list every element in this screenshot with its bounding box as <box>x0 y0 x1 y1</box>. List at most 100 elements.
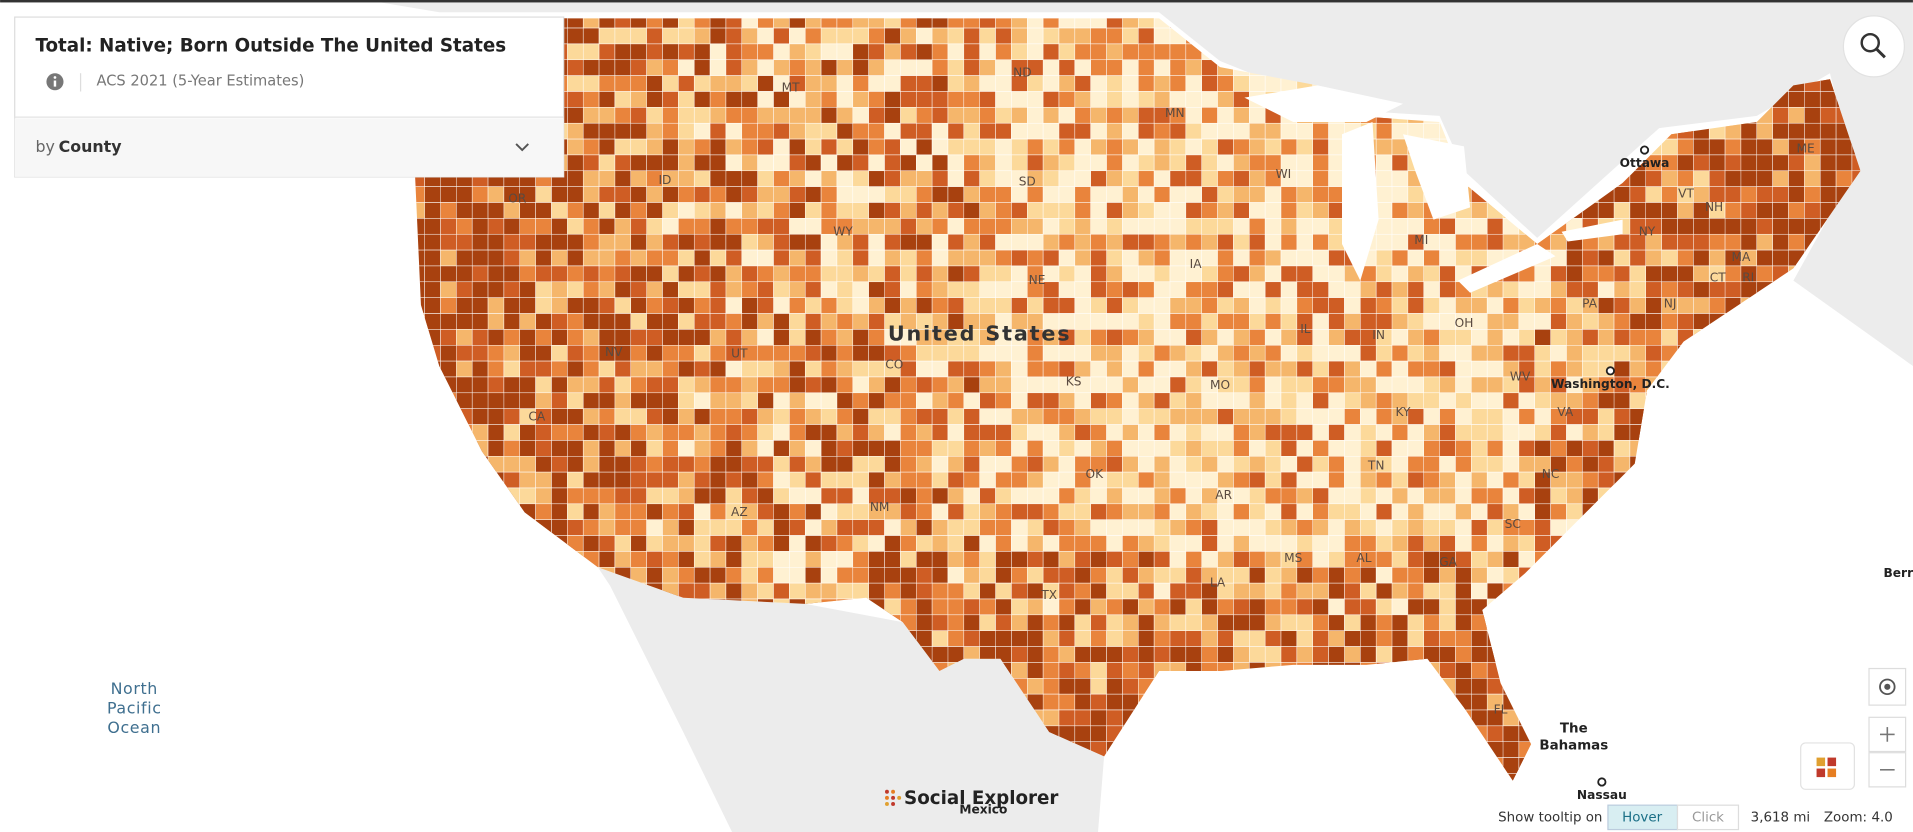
county <box>1724 202 1742 219</box>
county <box>836 471 854 489</box>
county <box>1011 233 1028 251</box>
county <box>551 360 568 378</box>
click-toggle[interactable]: Click <box>1692 810 1724 825</box>
county <box>646 43 663 61</box>
county <box>1185 233 1202 251</box>
county <box>1138 567 1155 584</box>
county <box>535 186 552 203</box>
county <box>852 519 869 536</box>
county <box>1296 249 1313 267</box>
county <box>1296 535 1313 552</box>
county <box>1249 265 1266 283</box>
geo-level[interactable]: County <box>59 137 123 156</box>
county <box>820 154 838 172</box>
county <box>1169 122 1187 140</box>
county <box>1788 186 1805 203</box>
county <box>1138 519 1155 536</box>
county <box>1280 329 1298 346</box>
county <box>1296 408 1313 425</box>
county <box>915 91 933 108</box>
county <box>1138 551 1155 568</box>
county <box>662 138 679 156</box>
locate-button[interactable] <box>1868 667 1907 706</box>
county <box>1106 582 1123 600</box>
county <box>567 281 584 298</box>
county <box>693 376 711 394</box>
county <box>963 567 980 584</box>
county <box>931 218 949 235</box>
county <box>471 408 489 425</box>
county <box>630 424 647 441</box>
county <box>725 75 743 92</box>
county <box>598 297 616 314</box>
county <box>836 265 854 283</box>
county <box>1169 75 1187 92</box>
search-button[interactable] <box>1842 15 1906 78</box>
county <box>979 376 996 394</box>
county <box>678 487 695 505</box>
county <box>1296 344 1313 362</box>
county <box>1312 535 1329 552</box>
county <box>789 360 806 378</box>
county <box>1233 75 1250 92</box>
county <box>1058 408 1076 425</box>
county <box>662 440 679 457</box>
county <box>1217 186 1234 203</box>
county <box>630 186 647 203</box>
county <box>1439 297 1456 314</box>
county <box>1423 614 1440 631</box>
county <box>614 297 632 314</box>
island-label: Bahamas <box>1539 738 1608 753</box>
county <box>852 91 869 108</box>
county <box>757 487 774 505</box>
county <box>1312 582 1329 600</box>
zoom-in[interactable] <box>1868 716 1907 753</box>
county <box>1153 297 1171 314</box>
county <box>1153 202 1171 219</box>
county <box>868 43 885 61</box>
county <box>1153 567 1171 584</box>
county <box>931 360 949 378</box>
county <box>789 170 806 187</box>
county <box>900 107 917 124</box>
county <box>1423 392 1440 409</box>
county <box>884 170 901 187</box>
county <box>1090 122 1107 140</box>
county <box>1597 249 1615 267</box>
county <box>820 408 838 425</box>
county <box>1011 91 1028 108</box>
zoom-out[interactable] <box>1868 752 1907 788</box>
info-icon[interactable] <box>46 73 64 91</box>
county <box>709 122 727 140</box>
county <box>1423 408 1440 425</box>
county <box>1582 313 1599 330</box>
county <box>630 440 647 457</box>
county <box>1042 424 1060 441</box>
county <box>551 471 568 489</box>
county <box>1058 107 1076 124</box>
county <box>582 265 600 283</box>
county <box>582 27 600 45</box>
state-label: CT <box>1710 271 1727 285</box>
county <box>915 138 933 156</box>
county <box>1233 297 1250 314</box>
county <box>1042 75 1060 92</box>
county <box>868 456 885 473</box>
county <box>662 154 679 172</box>
county <box>1439 218 1456 235</box>
county <box>1502 551 1520 568</box>
county <box>1677 249 1694 267</box>
legend-button[interactable] <box>1800 742 1855 790</box>
county <box>1138 456 1155 473</box>
county <box>424 297 441 314</box>
county <box>1201 630 1218 647</box>
county <box>1138 646 1155 663</box>
county <box>630 471 647 489</box>
state-label: IL <box>1300 322 1311 336</box>
county <box>598 59 616 76</box>
dataset-source[interactable]: ACS 2021 (5-Year Estimates) <box>96 73 304 90</box>
hover-toggle[interactable]: Hover <box>1622 810 1662 825</box>
county <box>567 75 584 92</box>
county <box>1217 392 1234 409</box>
county <box>646 218 663 235</box>
